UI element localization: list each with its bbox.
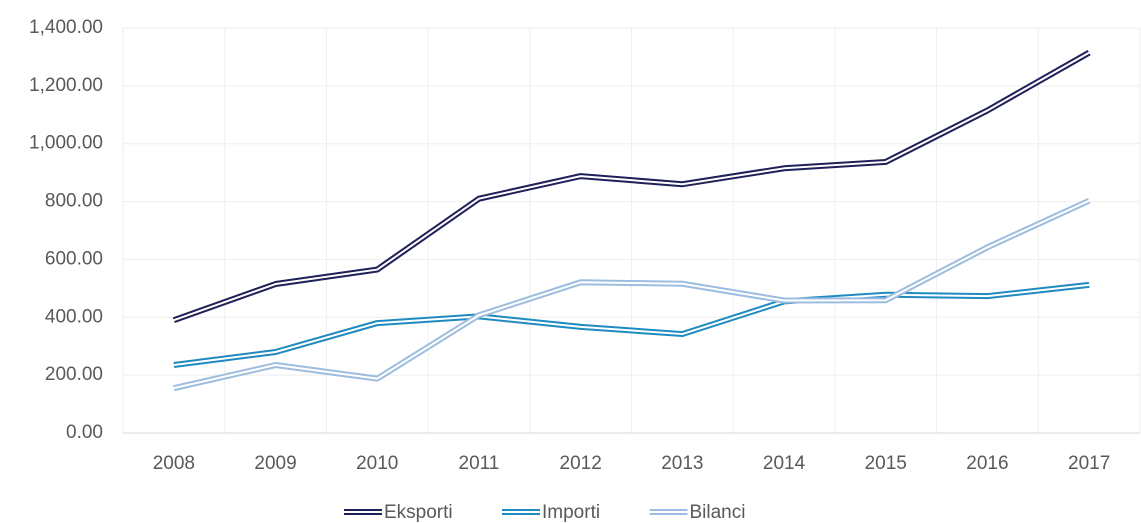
x-tick-label: 2016 [966, 453, 1008, 474]
x-tick-label: 2013 [661, 453, 703, 474]
x-tick-label: 2017 [1068, 453, 1110, 474]
y-tick-label: 800.00 [45, 191, 103, 212]
legend-label: Bilanci [690, 502, 746, 523]
y-tick-label: 0.00 [66, 422, 103, 443]
x-tick-label: 2012 [560, 453, 602, 474]
x-tick-label: 2014 [763, 453, 806, 474]
x-tick-label: 2011 [459, 453, 500, 474]
y-tick-label: 1,000.00 [29, 133, 103, 154]
series-line-inner [173, 51, 1090, 322]
y-tick-label: 600.00 [45, 248, 103, 269]
y-tick-label: 1,200.00 [29, 75, 103, 96]
x-tick-label: 2008 [153, 453, 195, 474]
y-tick-label: 400.00 [45, 306, 103, 327]
x-tick-label: 2009 [254, 453, 296, 474]
legend-label: Importi [542, 502, 600, 523]
x-tick-label: 2010 [356, 453, 398, 474]
y-tick-label: 1,400.00 [29, 17, 103, 38]
y-tick-label: 200.00 [45, 364, 103, 385]
series-line-inner [173, 283, 1090, 367]
x-tick-label: 2015 [865, 453, 907, 474]
legend-label: Eksporti [384, 502, 453, 523]
series-line-inner [173, 199, 1090, 390]
